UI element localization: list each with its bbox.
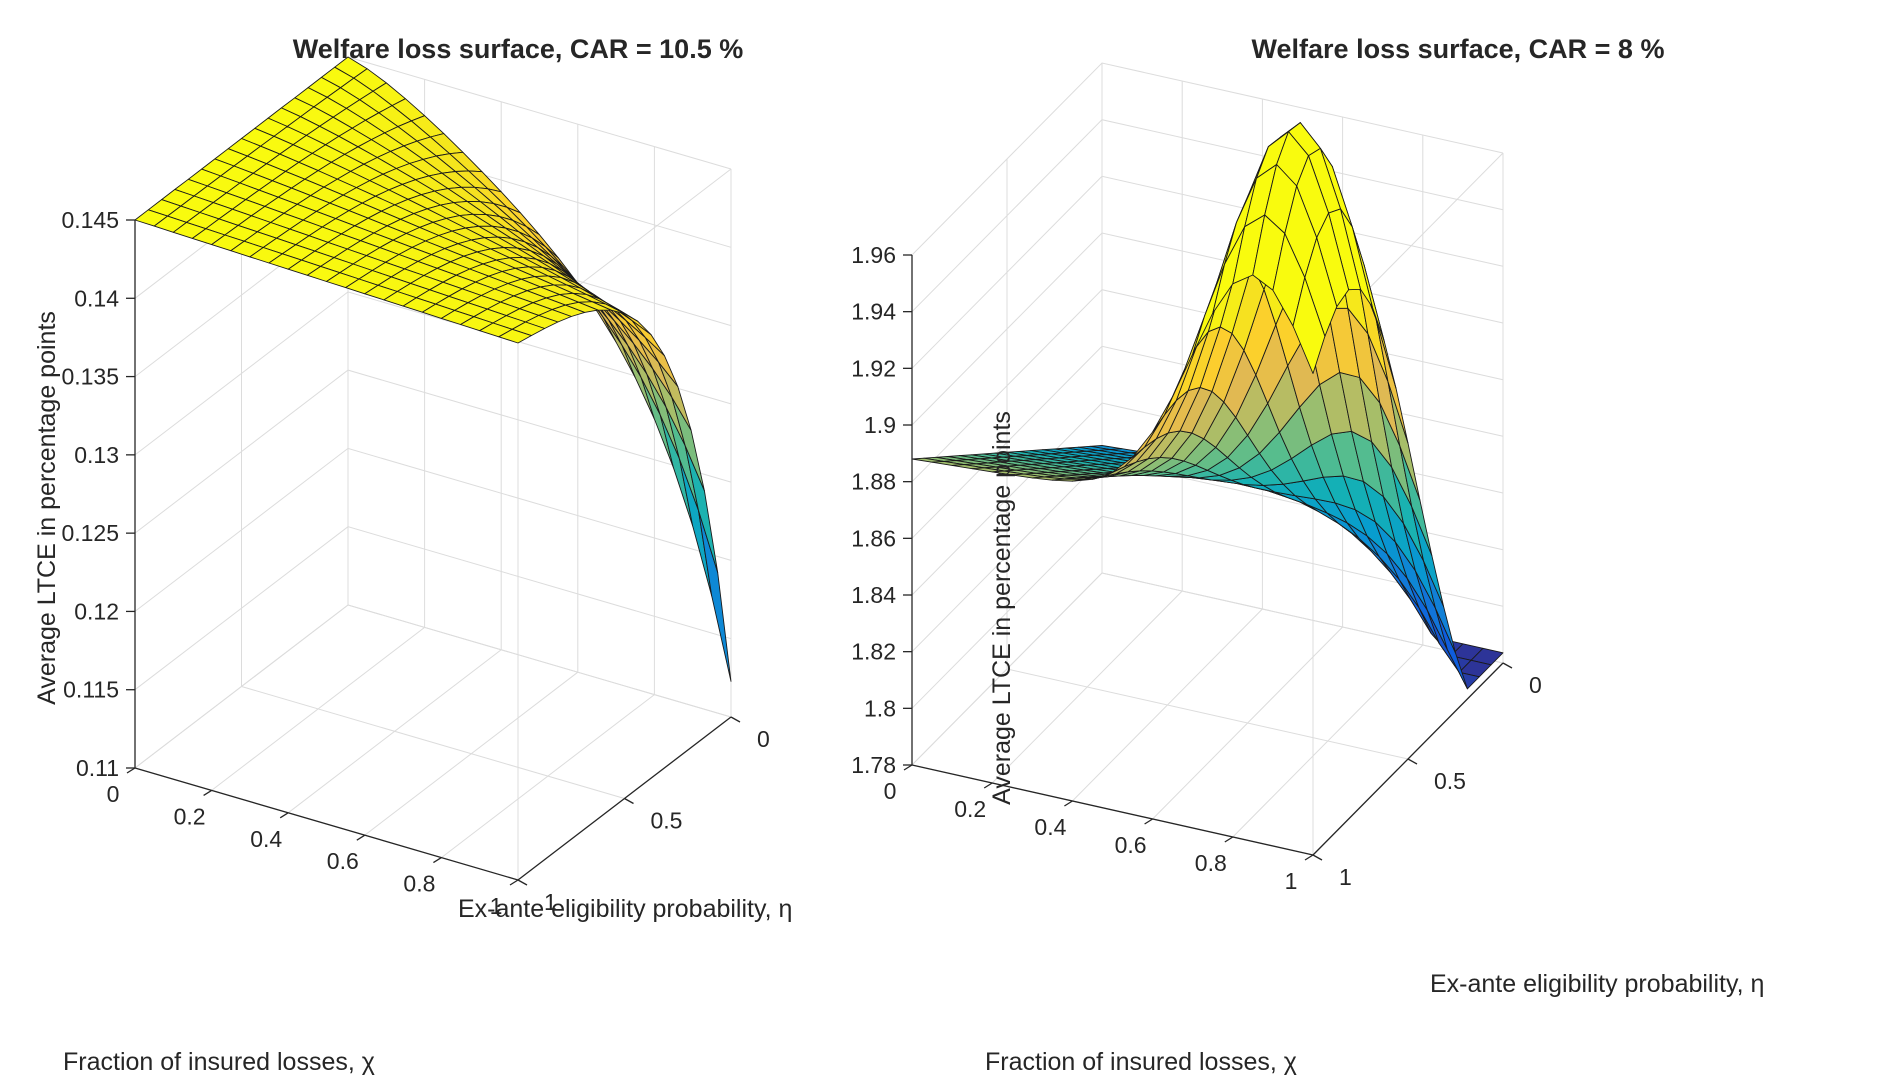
plot-1-title: Welfare loss surface, CAR = 10.5 % xyxy=(293,34,743,64)
plot-2-welfare-loss-car-8: 1.78 1.8 1.82 1.84 1.86 1.88 1.9 1.92 1.94 1.96 0 0… xyxy=(851,34,1764,1076)
y-tick-label: 1 xyxy=(544,889,557,915)
z-tick-label: 0.145 xyxy=(61,207,119,233)
y-tick-label: 0 xyxy=(1529,672,1542,698)
z-tick-label: 0.14 xyxy=(74,285,119,311)
surface-facet xyxy=(1292,277,1326,374)
z-tick-label: 1.82 xyxy=(851,639,896,665)
z-tick-label: 1.92 xyxy=(851,355,896,381)
z-tick-label: 1.96 xyxy=(851,242,896,268)
z-tick-label: 1.94 xyxy=(851,299,896,325)
plot-2-x-axis-label: Fraction of insured losses, χ xyxy=(985,1048,1297,1076)
plot-2-title: Welfare loss surface, CAR = 8 % xyxy=(1252,34,1665,64)
z-tick-label: 1.88 xyxy=(851,469,896,495)
x-tick-label: 0.4 xyxy=(1034,814,1066,840)
y-tick-label: 1 xyxy=(1339,864,1352,890)
x-tick-label: 0.8 xyxy=(1195,850,1227,876)
z-tick-label: 1.86 xyxy=(851,525,896,551)
x-tick-label: 0.2 xyxy=(954,796,986,822)
z-tick-label: 1.84 xyxy=(851,582,896,608)
x-tick-label: 1 xyxy=(1285,868,1298,894)
x-tick-label: 0 xyxy=(107,781,120,807)
x-tick-label: 0 xyxy=(884,778,897,804)
x-tick-label: 0.8 xyxy=(403,871,435,897)
y-tick-label: 0.5 xyxy=(1434,768,1466,794)
plot-2-y-axis-label: Ex-ante eligibility probability, η xyxy=(1430,970,1764,998)
plot-1-x-axis-label: Fraction of insured losses, χ xyxy=(63,1048,375,1076)
z-tick-label: 0.115 xyxy=(63,677,119,703)
z-tick-label: 1.8 xyxy=(864,695,896,721)
surface-facet xyxy=(498,328,532,344)
x-tick-label: 1 xyxy=(490,893,503,919)
x-tick-label: 0.2 xyxy=(174,803,206,829)
surface-plot-2 xyxy=(911,122,1504,690)
z-tick-label: 0.12 xyxy=(74,598,119,624)
x-tick-label: 0.4 xyxy=(250,826,282,852)
surface-plot-1 xyxy=(134,56,732,682)
z-tick-label: 0.13 xyxy=(74,442,119,468)
z-tick-label: 0.125 xyxy=(61,520,119,546)
plot-1-welfare-loss-car-10-5: 0.11 0.115 0.12 0.125 0.13 0.135 0.14 0.145 0 0.2… xyxy=(33,34,792,1076)
z-tick-label: 1.9 xyxy=(864,412,896,438)
surface-facet xyxy=(698,510,732,682)
z-tick-label: 0.11 xyxy=(76,755,119,781)
z-tick-label: 1.78 xyxy=(851,752,896,778)
z-tick-label: 0.135 xyxy=(61,364,119,390)
x-tick-label: 0.6 xyxy=(1115,832,1147,858)
x-tick-label: 0.6 xyxy=(327,848,359,874)
plot-1-y-axis-label: Ex-ante eligibility probability, η xyxy=(458,895,792,923)
y-tick-label: 0 xyxy=(757,726,770,752)
plot-2-z-axis-label: Average LTCE in percentage points xyxy=(988,411,1016,805)
y-tick-label: 0.5 xyxy=(651,808,683,834)
plot-1-z-axis-label: Average LTCE in percentage points xyxy=(33,311,61,705)
